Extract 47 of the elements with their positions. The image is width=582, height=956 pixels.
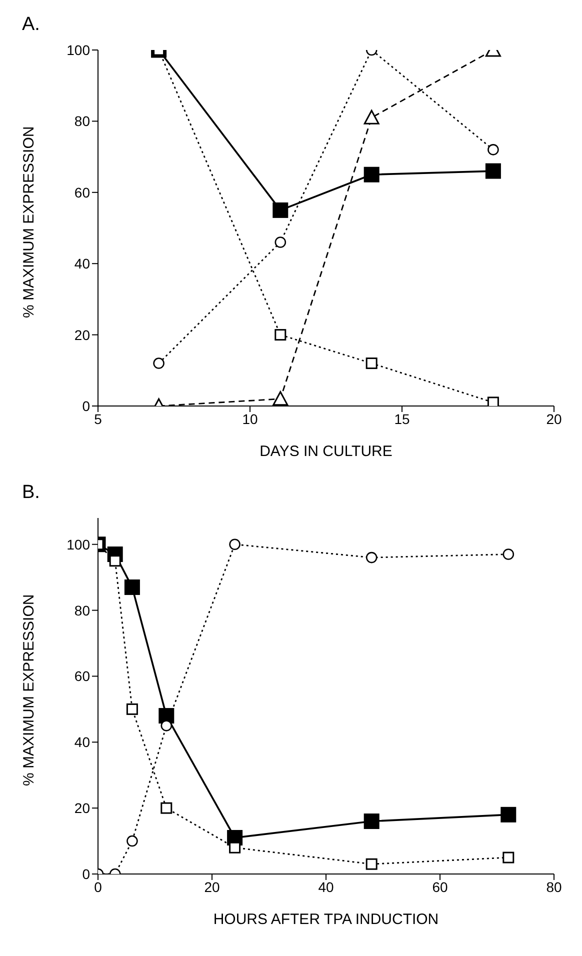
point — [364, 814, 380, 830]
chart-title: A. — [22, 14, 40, 36]
point — [160, 802, 172, 814]
point — [126, 835, 138, 847]
point — [160, 720, 172, 732]
point — [487, 396, 499, 406]
x-tick-label: 20 — [546, 410, 562, 427]
point — [109, 555, 121, 567]
y-tick-label: 40 — [74, 256, 90, 272]
y-tick-label: 20 — [74, 800, 90, 816]
x-axis-title: HOURS AFTER TPA INDUCTION — [213, 911, 439, 928]
y-axis-title: % MAXIMUM EXPRESSION — [20, 126, 38, 318]
x-axis-title: DAYS IN CULTURE — [260, 443, 392, 460]
point — [124, 579, 140, 595]
x-tick-label: 20 — [204, 878, 220, 895]
x-tick-label: 40 — [318, 878, 334, 895]
point — [274, 329, 286, 341]
point — [229, 842, 241, 854]
point — [153, 358, 164, 369]
y-tick-label: 20 — [74, 326, 90, 343]
point — [126, 703, 138, 715]
y-axis-title: % MAXIMUM EXPRESSION — [20, 594, 38, 786]
point — [229, 538, 240, 550]
point — [366, 552, 378, 564]
point — [272, 391, 288, 406]
point — [502, 852, 514, 864]
y-tick-label: 0 — [82, 866, 90, 882]
x-tick-label: 15 — [394, 410, 410, 427]
chart-title: B. — [22, 482, 40, 504]
y-tick-label: 60 — [74, 668, 90, 684]
y-tick-label: 100 — [66, 536, 90, 552]
point — [502, 548, 514, 560]
point — [366, 358, 378, 370]
point — [500, 806, 516, 822]
x-tick-label: 5 — [94, 410, 102, 427]
point — [366, 858, 378, 870]
y-tick-label: 0 — [82, 398, 90, 414]
x-tick-label: 80 — [546, 878, 562, 895]
y-tick-label: 40 — [74, 734, 90, 750]
y-tick-label: 60 — [74, 184, 90, 200]
x-tick-label: 10 — [242, 410, 258, 427]
y-tick-label: 80 — [74, 602, 90, 618]
x-tick-label: 60 — [432, 878, 448, 895]
x-tick-label: 0 — [94, 878, 102, 895]
point — [274, 236, 286, 248]
y-tick-label: 80 — [74, 113, 90, 130]
y-tick-label: 100 — [66, 42, 90, 58]
